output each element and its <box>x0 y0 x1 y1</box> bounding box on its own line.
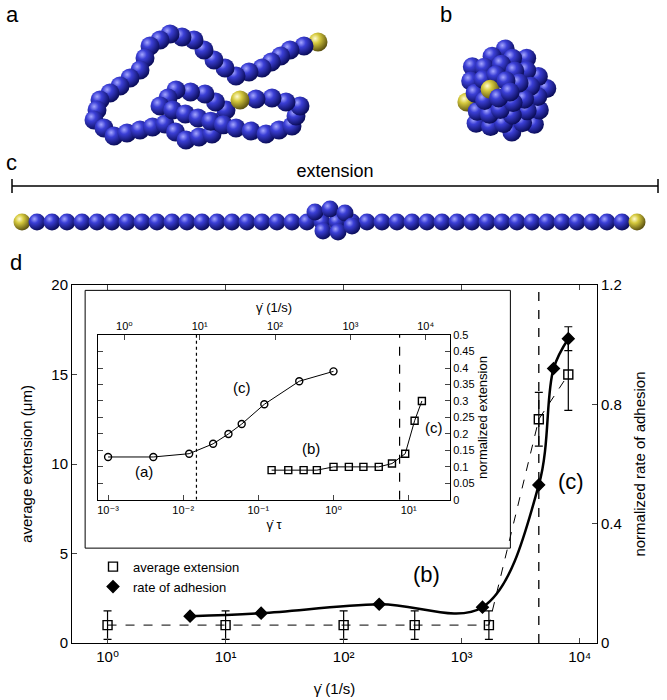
svg-text:0.35: 0.35 <box>453 378 474 390</box>
svg-text:10⁰: 10⁰ <box>96 648 119 665</box>
svg-text:normalized rate of adhesion: normalized rate of adhesion <box>631 371 648 556</box>
svg-text:(c): (c) <box>558 469 584 494</box>
svg-text:c: c <box>6 150 17 175</box>
svg-text:b: b <box>440 2 452 27</box>
svg-text:10⁴: 10⁴ <box>417 320 434 332</box>
svg-text:0: 0 <box>453 494 459 506</box>
svg-text:0.15: 0.15 <box>453 444 474 456</box>
svg-text:(c): (c) <box>233 379 251 396</box>
svg-text:0.3: 0.3 <box>453 395 468 407</box>
svg-text:average extension (μm): average extension (μm) <box>18 385 35 543</box>
svg-text:15: 15 <box>51 366 68 383</box>
svg-text:0.8: 0.8 <box>601 396 622 413</box>
svg-text:10: 10 <box>51 455 68 472</box>
svg-text:10⁴: 10⁴ <box>568 648 591 665</box>
svg-text:10³: 10³ <box>342 320 358 332</box>
svg-text:20: 20 <box>51 276 68 293</box>
svg-text:0.4: 0.4 <box>601 515 622 532</box>
svg-text:10¹: 10¹ <box>215 648 237 665</box>
svg-text:γ̇ (1/s): γ̇ (1/s) <box>314 680 356 697</box>
svg-text:1.2: 1.2 <box>601 276 622 293</box>
svg-text:(c): (c) <box>425 419 443 436</box>
svg-text:10⁻²: 10⁻² <box>172 504 194 516</box>
svg-text:10⁻¹: 10⁻¹ <box>248 504 270 516</box>
svg-text:0: 0 <box>60 634 68 651</box>
svg-text:10²: 10² <box>333 648 355 665</box>
svg-text:10⁰: 10⁰ <box>116 320 133 332</box>
svg-text:0.1: 0.1 <box>453 461 468 473</box>
svg-text:0.05: 0.05 <box>453 477 474 489</box>
svg-text:10²: 10² <box>267 320 283 332</box>
svg-text:d: d <box>10 250 22 275</box>
svg-text:rate of adhesion: rate of adhesion <box>133 580 226 595</box>
svg-text:(b): (b) <box>302 440 320 457</box>
svg-text:10¹: 10¹ <box>192 320 208 332</box>
svg-text:γ̇ τ: γ̇ τ <box>267 517 283 532</box>
svg-text:γ̇ (1/s): γ̇ (1/s) <box>256 300 292 315</box>
svg-text:(a): (a) <box>135 463 153 480</box>
svg-text:(b): (b) <box>413 562 440 587</box>
svg-text:0.25: 0.25 <box>453 411 474 423</box>
svg-text:0.5: 0.5 <box>453 329 468 341</box>
svg-text:normalized extension: normalized extension <box>475 356 490 479</box>
svg-text:5: 5 <box>60 545 68 562</box>
svg-text:10⁻³: 10⁻³ <box>97 504 119 516</box>
svg-text:average extension: average extension <box>133 560 239 575</box>
svg-text:10¹: 10¹ <box>401 504 417 516</box>
svg-text:extension: extension <box>296 161 373 181</box>
svg-text:0.4: 0.4 <box>453 362 468 374</box>
svg-text:a: a <box>6 2 19 27</box>
svg-text:10⁰: 10⁰ <box>325 504 342 516</box>
svg-text:10³: 10³ <box>451 648 473 665</box>
svg-text:0.45: 0.45 <box>453 345 474 357</box>
svg-text:0: 0 <box>601 634 609 651</box>
svg-text:0.2: 0.2 <box>453 428 468 440</box>
